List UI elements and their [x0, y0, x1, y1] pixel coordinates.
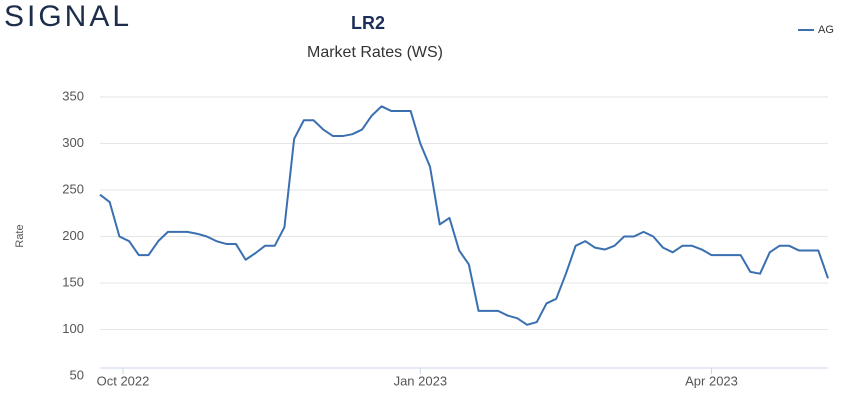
legend-label: AG	[818, 24, 834, 36]
y-tick-label: 150	[62, 274, 84, 289]
x-tick-label: Oct 2022	[97, 373, 150, 388]
x-tick-label: Jan 2023	[394, 373, 448, 388]
chart-subtitle: Market Rates (WS)	[307, 44, 443, 61]
x-tick-label: Apr 2023	[685, 373, 738, 388]
y-tick-label: 200	[62, 228, 84, 243]
line-series	[99, 105, 829, 326]
y-tick-label: 300	[62, 135, 84, 150]
chart-title: LR2	[351, 13, 385, 33]
y-tick-label: 250	[62, 181, 84, 196]
y-axis-label: Rate	[14, 224, 26, 247]
y-tick-label: 350	[62, 88, 84, 103]
logo: SIGNAL	[4, 0, 132, 33]
y-tick-label: 100	[62, 321, 84, 336]
y-tick-label: 50	[70, 367, 84, 382]
